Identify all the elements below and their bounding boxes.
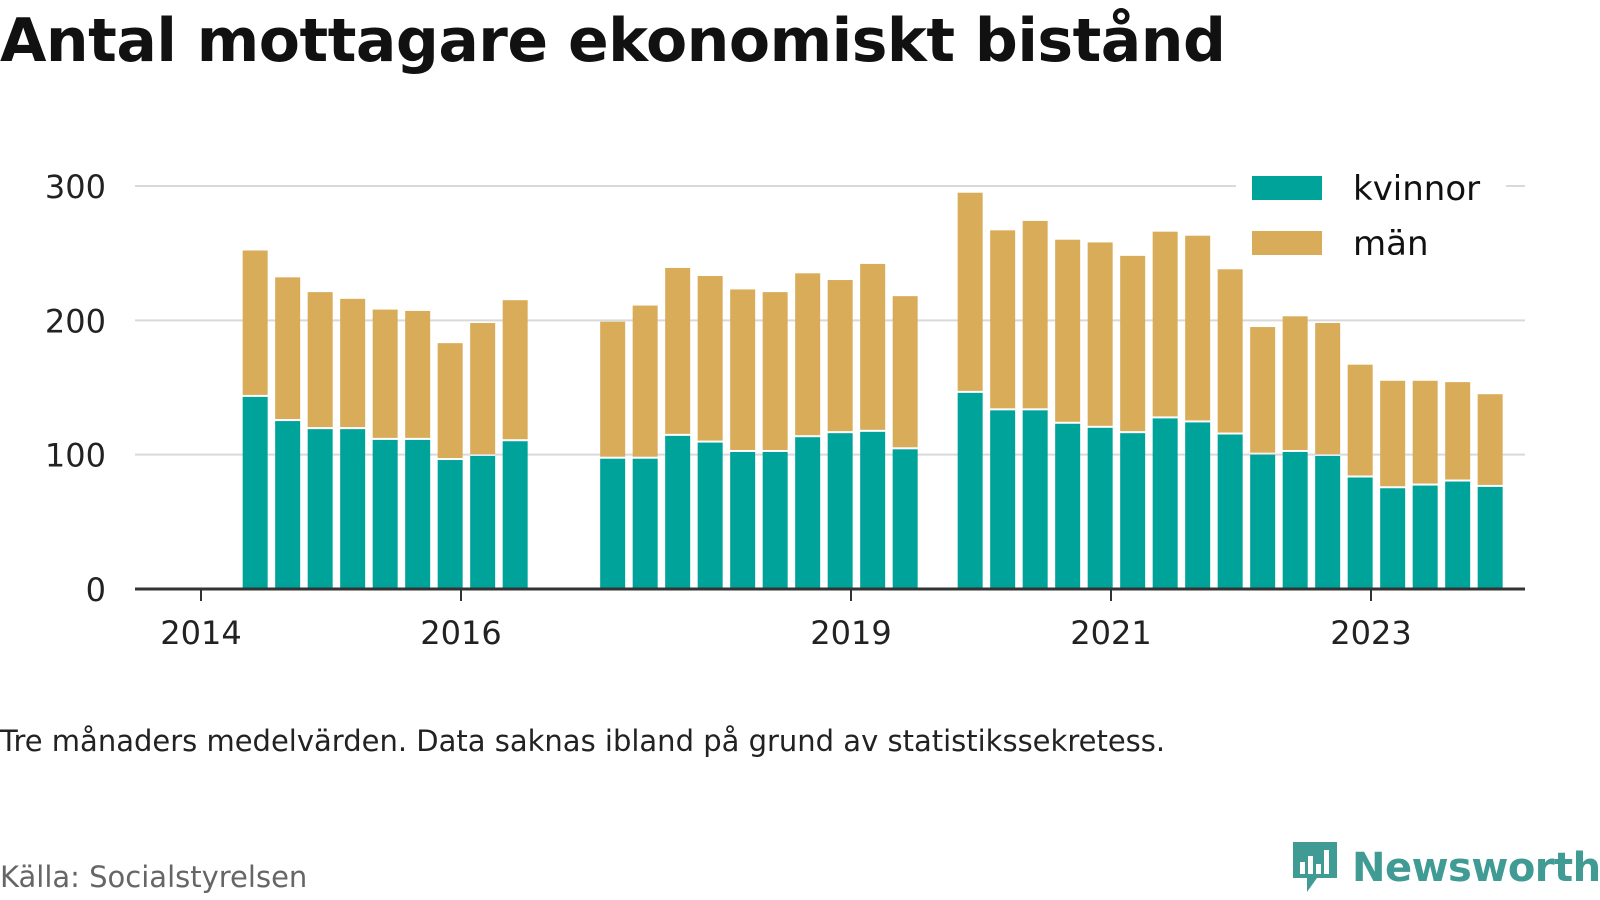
legend-label-kvinnor: kvinnor bbox=[1353, 169, 1480, 209]
bar-kvinnor bbox=[1315, 456, 1341, 589]
x-tick-label: 2023 bbox=[1330, 614, 1411, 652]
bar-man bbox=[1250, 327, 1276, 453]
bar-man bbox=[1412, 380, 1438, 484]
x-tick-label: 2019 bbox=[810, 614, 891, 652]
y-tick-label: 200 bbox=[45, 302, 106, 340]
bar-kvinnor bbox=[1347, 477, 1373, 589]
bar-man bbox=[1152, 231, 1178, 417]
bar-man bbox=[307, 292, 333, 428]
bar-man bbox=[697, 276, 723, 441]
bar-man bbox=[632, 305, 658, 457]
bar-man bbox=[1087, 242, 1113, 426]
bar-kvinnor bbox=[697, 442, 723, 589]
bar-man bbox=[665, 267, 691, 434]
bar-man bbox=[275, 277, 301, 420]
bar-kvinnor bbox=[1087, 427, 1113, 589]
y-tick-label: 0 bbox=[86, 571, 106, 609]
bars bbox=[242, 192, 1503, 589]
bar-kvinnor bbox=[1445, 481, 1471, 589]
bar-man bbox=[762, 292, 788, 450]
bar-man bbox=[600, 321, 626, 457]
legend-swatch-man bbox=[1252, 231, 1322, 255]
y-tick-label: 300 bbox=[45, 168, 106, 206]
bar-man bbox=[470, 323, 496, 455]
bar-kvinnor bbox=[860, 431, 886, 589]
bar-man bbox=[1380, 380, 1406, 487]
bar-kvinnor bbox=[1217, 434, 1243, 589]
bar-man bbox=[1217, 269, 1243, 433]
bar-kvinnor bbox=[242, 396, 268, 589]
bar-man bbox=[1445, 382, 1471, 480]
bar-kvinnor bbox=[827, 433, 853, 589]
newsworthy-logo-icon bbox=[1293, 842, 1337, 892]
bar-kvinnor bbox=[665, 435, 691, 589]
bar-kvinnor bbox=[730, 451, 756, 589]
bar-kvinnor bbox=[1152, 418, 1178, 589]
bar-kvinnor bbox=[307, 429, 333, 589]
bar-man bbox=[990, 230, 1016, 409]
source-credit: Källa: Socialstyrelsen bbox=[0, 860, 308, 894]
bar-man bbox=[437, 343, 463, 459]
legend-swatch-kvinnor bbox=[1252, 176, 1322, 200]
x-tick-label: 2016 bbox=[420, 614, 501, 652]
bar-kvinnor bbox=[1120, 433, 1146, 589]
bar-kvinnor bbox=[892, 449, 918, 589]
bar-kvinnor bbox=[957, 392, 983, 589]
bar-kvinnor bbox=[600, 458, 626, 589]
bar-man bbox=[1055, 239, 1081, 422]
legend: kvinnor män bbox=[1236, 165, 1506, 265]
bar-kvinnor bbox=[1055, 423, 1081, 589]
bar-man bbox=[405, 310, 431, 438]
bar-man bbox=[340, 298, 366, 428]
bar-man bbox=[1282, 316, 1308, 450]
brand-name: Newsworthy bbox=[1352, 845, 1600, 891]
bar-kvinnor bbox=[372, 439, 398, 589]
bar-kvinnor bbox=[762, 451, 788, 589]
bar-kvinnor bbox=[1250, 454, 1276, 589]
bar-man bbox=[1022, 220, 1048, 409]
chart-title: Antal mottagare ekonomiskt bistånd bbox=[0, 6, 1226, 76]
bar-man bbox=[1347, 364, 1373, 476]
bar-man bbox=[860, 263, 886, 430]
bar-man bbox=[1315, 323, 1341, 455]
bar-kvinnor bbox=[632, 458, 658, 589]
bar-kvinnor bbox=[1022, 410, 1048, 589]
x-axis-tick-labels: 2014 2016 2019 2021 2023 bbox=[160, 614, 1411, 652]
bar-man bbox=[795, 273, 821, 436]
x-tick-label: 2014 bbox=[160, 614, 241, 652]
bar-kvinnor bbox=[1185, 422, 1211, 589]
y-axis-tick-labels: 0 100 200 300 bbox=[45, 168, 106, 609]
bar-man bbox=[372, 309, 398, 438]
bar-kvinnor bbox=[502, 441, 528, 589]
bar-man bbox=[730, 289, 756, 450]
bar-man bbox=[827, 280, 853, 432]
bar-man bbox=[1185, 235, 1211, 421]
brand-logo: Newsworthy bbox=[1290, 838, 1600, 898]
bar-kvinnor bbox=[990, 410, 1016, 589]
x-axis bbox=[135, 587, 1525, 601]
bar-kvinnor bbox=[795, 437, 821, 589]
bar-kvinnor bbox=[275, 421, 301, 589]
bar-kvinnor bbox=[1282, 451, 1308, 589]
bar-kvinnor bbox=[340, 429, 366, 589]
bar-kvinnor bbox=[1477, 486, 1503, 589]
y-tick-label: 100 bbox=[45, 437, 106, 475]
legend-label-man: män bbox=[1353, 224, 1429, 264]
bar-man bbox=[242, 250, 268, 395]
bar-man bbox=[1477, 394, 1503, 485]
bar-man bbox=[502, 300, 528, 440]
bar-kvinnor bbox=[405, 439, 431, 589]
x-tick-label: 2021 bbox=[1070, 614, 1151, 652]
bar-kvinnor bbox=[437, 460, 463, 589]
bar-kvinnor bbox=[1380, 488, 1406, 589]
bar-man bbox=[957, 192, 983, 391]
bar-man bbox=[892, 296, 918, 448]
chart-note: Tre månaders medelvärden. Data saknas ib… bbox=[0, 724, 1166, 758]
bar-kvinnor bbox=[1412, 485, 1438, 589]
bar-man bbox=[1120, 255, 1146, 432]
bar-kvinnor bbox=[470, 456, 496, 589]
